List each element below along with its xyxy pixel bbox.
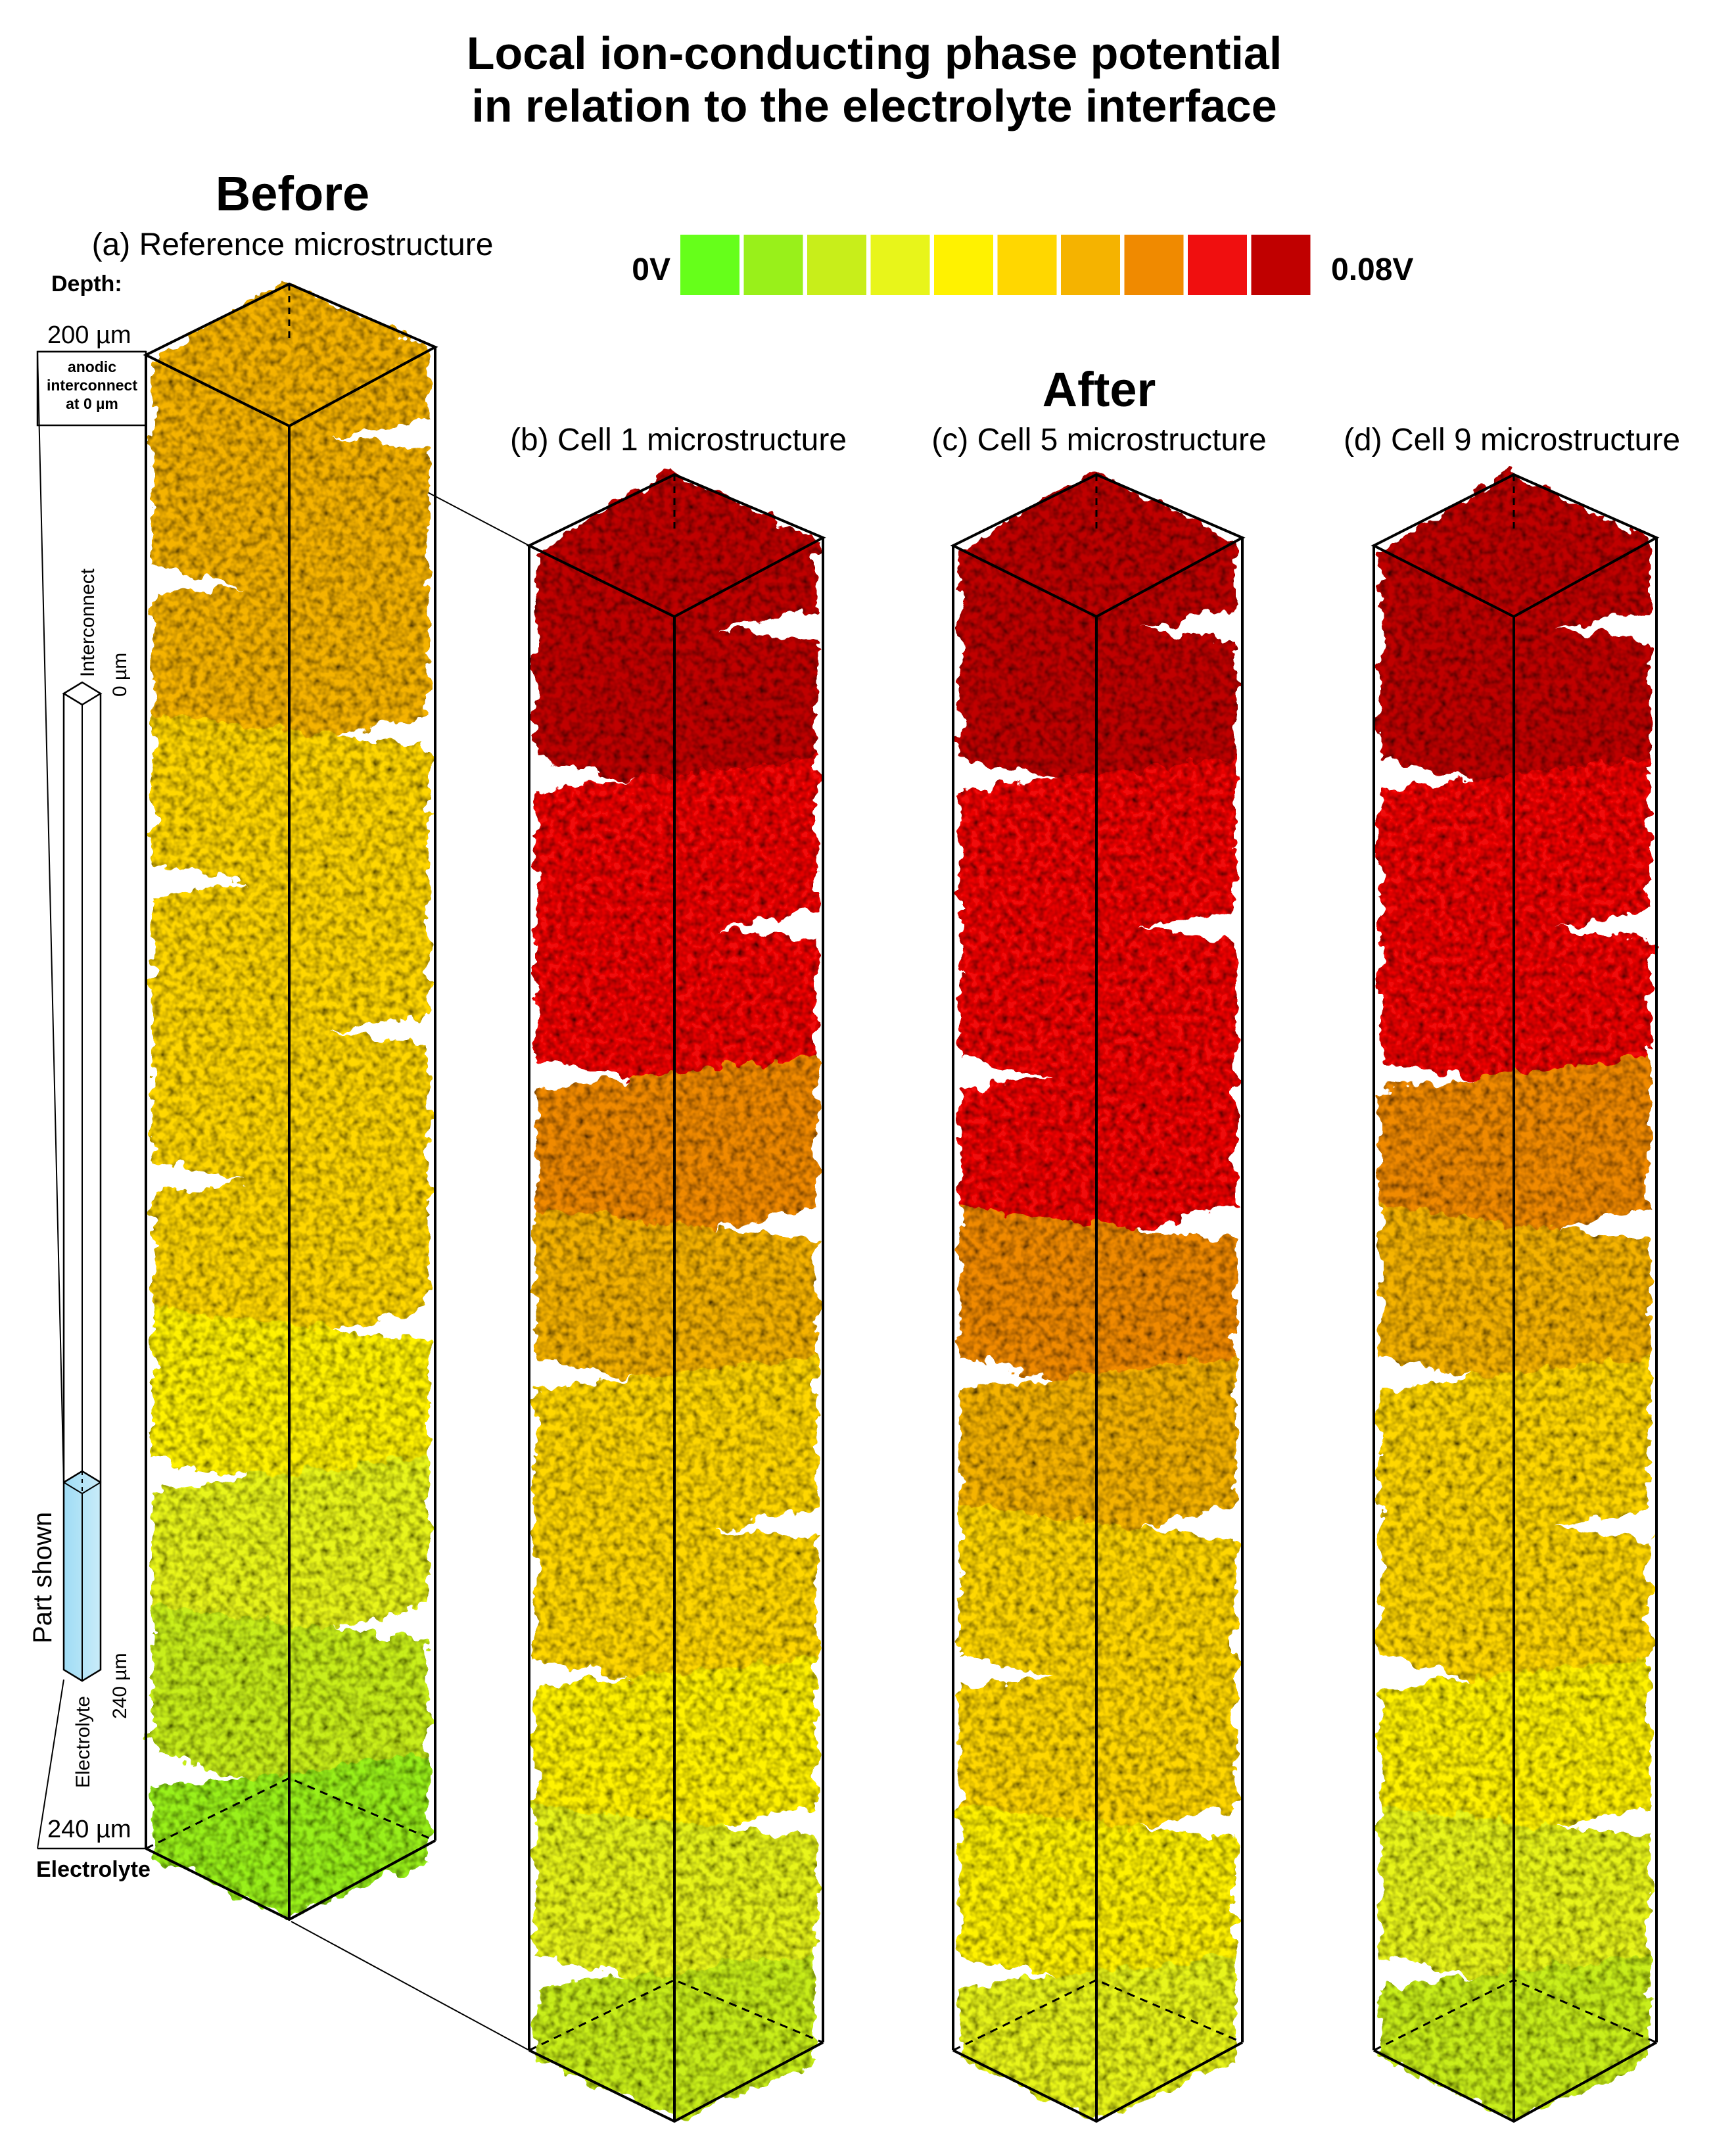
potential-band-3 [536,757,816,942]
colorbar-max-label: 0.08V [1331,252,1413,287]
potential-band-1 [960,471,1236,642]
before-heading: Before [216,166,369,221]
figure-title-line1: Local ion-conducting phase potential [467,28,1282,79]
microstructure-cell9-column [1371,471,1660,2123]
microstructure-cell5-column [950,471,1246,2123]
potential-band-1 [1380,471,1650,642]
column-wireframe [526,473,826,2123]
anodic-note-box [36,350,147,427]
potential-band-1 [152,281,429,451]
column-wireframe [1371,473,1660,2123]
colorbar-swatch-9 [1188,235,1247,295]
potential-band-8 [536,1506,816,1690]
column-bottom-front [145,1839,436,1921]
colorbar-swatches [680,235,1311,295]
figure-title-line2: in relation to the electrolyte interface [471,80,1277,131]
depth-label: Depth: [51,271,122,296]
potential-band-4 [536,907,816,1091]
zoom-connector-bottom [291,1921,530,2051]
colorbar-swatch-4 [870,235,930,295]
depth-connector-top [37,351,64,1483]
depth-bottom-label: 240 µm [47,1816,131,1843]
colorbar-swatch-6 [997,235,1057,295]
column-bottom-front [1373,2041,1657,2123]
microstructure-bands [536,471,816,2119]
anodic-note-line1: anodic [68,358,116,375]
anodic-note-line3: at 0 µm [66,395,118,412]
column-wireframe [143,282,438,1921]
colorbar-swatch-3 [807,235,866,295]
column-bottom-front [952,2041,1243,2123]
column-wireframe [950,473,1246,2123]
potential-band-2 [536,607,816,792]
depth-connector-bottom [37,1679,64,1849]
potential-band-9 [536,1655,816,1840]
colorbar: 0V 0.08V [632,235,1413,295]
colorbar-swatch-10 [1251,235,1311,295]
depth-annotation: Depth: 200 µm anodic interconnect at 0 µ… [36,271,151,1882]
inset-part-shown-label: Part shown [28,1512,57,1643]
depth-top-label: 200 µm [47,321,131,349]
column-bottom-hidden [528,1979,824,2052]
potential-band-1 [536,471,816,642]
panel-c-label: (c) Cell 5 microstructure [931,423,1266,458]
inset-column: Interconnect 0 µm Part shown 240 µm Elec… [28,568,131,1788]
panel-d-label: (d) Cell 9 microstructure [1344,423,1680,458]
inset-interconnect-label: Interconnect [77,568,99,677]
microstructure-cell1-column [526,471,826,2123]
colorbar-swatch-1 [680,235,739,295]
panel-a-label: (a) Reference microstructure [92,227,494,262]
inset-zero-label: 0 µm [109,653,131,697]
anodic-note-line2: interconnect [47,377,137,394]
potential-band-7 [536,1356,816,1541]
inset-240-label: 240 µm [109,1653,131,1719]
panel-b-label: (b) Cell 1 microstructure [510,423,847,458]
colorbar-min-label: 0V [632,252,670,287]
potential-band-11 [536,1955,816,2119]
microstructure-reference-column [143,281,438,1921]
potential-band-6 [536,1206,816,1391]
colorbar-swatch-5 [934,235,993,295]
inset-column-top [62,681,103,706]
colorbar-swatch-8 [1124,235,1184,295]
column-bottom-front [528,2041,824,2123]
colorbar-swatch-7 [1061,235,1120,295]
electrolyte-label: Electrolyte [36,1857,151,1882]
inset-electrolyte-label: Electrolyte [72,1696,94,1788]
potential-band-10 [536,1805,816,1990]
colorbar-swatch-2 [743,235,803,295]
after-heading: After [1043,362,1156,417]
potential-band-5 [536,1056,816,1241]
